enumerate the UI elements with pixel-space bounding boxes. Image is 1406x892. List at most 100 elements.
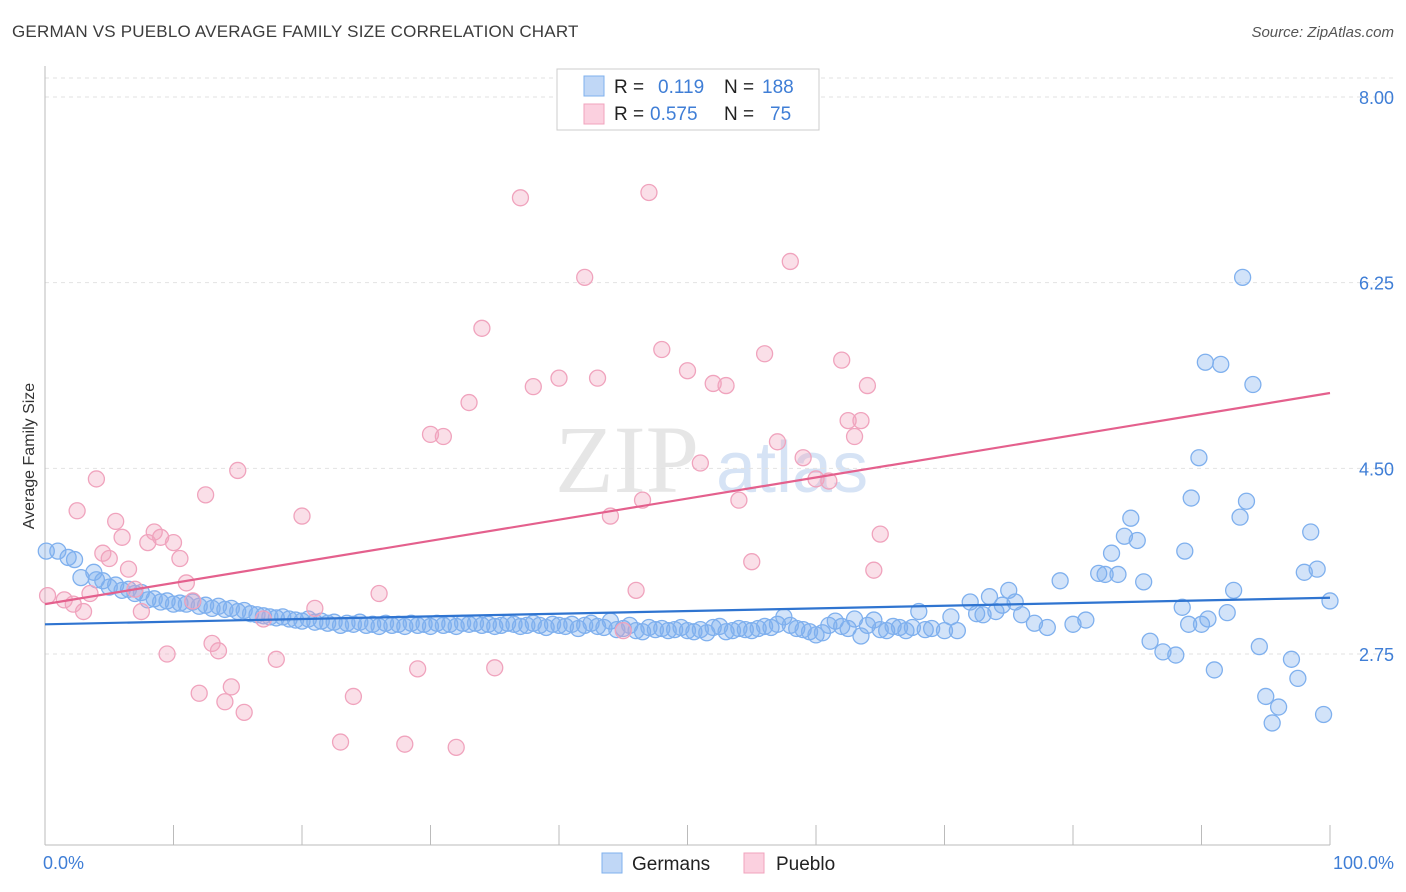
pueblo-point <box>434 427 453 446</box>
germans-point <box>974 606 992 624</box>
pueblo-point <box>216 693 234 711</box>
germans-point <box>1199 610 1217 628</box>
germans-point <box>216 600 234 619</box>
germans-point <box>1167 646 1185 664</box>
pueblo-swatch <box>583 103 605 125</box>
germans-point <box>659 622 677 640</box>
pueblo-point <box>293 507 311 525</box>
germans-point <box>1231 508 1249 526</box>
germans-point <box>704 618 722 637</box>
germans-point <box>755 617 774 636</box>
pueblo-point <box>190 684 208 702</box>
germans-point <box>678 622 697 640</box>
germans-point <box>595 618 613 637</box>
germans-point <box>543 615 562 633</box>
germans-point <box>1064 615 1082 633</box>
pueblo-point <box>370 584 388 603</box>
germans-point <box>151 593 170 611</box>
germans-point <box>640 618 658 637</box>
pueblo-point <box>209 642 228 660</box>
pueblo-point <box>164 533 183 552</box>
pueblo-point <box>858 376 877 395</box>
germans-point <box>903 618 922 637</box>
germans-point <box>1269 698 1288 716</box>
series-legend: Germans Pueblo <box>601 852 835 875</box>
germans-point <box>1282 650 1301 668</box>
germans-point <box>685 623 703 641</box>
grid-lines <box>45 77 1394 655</box>
pueblo-point <box>755 345 774 363</box>
germans-point <box>100 578 118 596</box>
pueblo-point <box>524 377 542 396</box>
pueblo-point <box>730 491 748 509</box>
chart-title: GERMAN VS PUEBLO AVERAGE FAMILY SIZE COR… <box>12 22 579 41</box>
legend-pueblo-label: Pueblo <box>776 854 835 875</box>
germans-point <box>94 572 112 590</box>
germans-point <box>486 617 504 636</box>
pueblo-point <box>794 449 812 467</box>
legend-r-label-1: R = <box>614 77 644 98</box>
germans-point <box>1295 563 1313 581</box>
germans-point <box>364 615 382 633</box>
germans-point <box>1196 353 1215 371</box>
pueblo-point <box>588 369 607 387</box>
x-tick-min: 0.0% <box>43 853 84 873</box>
germans-point <box>839 619 857 638</box>
germans-point <box>788 619 806 638</box>
pueblo-point <box>633 491 652 509</box>
germans-point <box>1263 714 1281 732</box>
pueblo-point <box>653 340 671 359</box>
pueblo-point <box>743 553 761 571</box>
pueblo-point <box>184 592 202 610</box>
germans-point <box>1176 542 1194 560</box>
germans-point <box>1218 603 1236 622</box>
pueblo-point <box>158 645 176 663</box>
germans-point <box>1314 705 1333 724</box>
pueblo-point <box>447 738 465 757</box>
pueblo-point <box>781 252 799 271</box>
pueblo-point <box>171 549 189 568</box>
germans-point <box>1154 643 1172 661</box>
germans-point <box>1289 669 1307 688</box>
correlation-legend: R = 0.119 N = 188 R = 0.575 N = 75 <box>556 68 820 131</box>
germans-point <box>531 616 549 635</box>
germans-point <box>65 550 84 569</box>
germans-point <box>807 626 825 644</box>
germans-point <box>576 616 594 635</box>
germans-point <box>1244 375 1262 394</box>
pueblo-point <box>839 411 857 430</box>
pueblo-point <box>421 425 440 444</box>
pueblo-point <box>331 733 350 751</box>
germans-point <box>518 616 536 635</box>
pueblo-trend-line <box>44 391 1331 606</box>
y-tick-label: 6.25 <box>1359 274 1394 294</box>
germans-point <box>749 619 767 638</box>
y-axis-label: Average Family Size <box>21 383 38 530</box>
germans-point <box>59 548 77 567</box>
pueblo-point <box>768 433 787 451</box>
germans-point <box>293 612 311 630</box>
germans-point <box>1115 527 1134 545</box>
germans-point <box>402 614 420 632</box>
pueblo-point <box>81 584 99 603</box>
germans-point <box>376 614 395 632</box>
pueblo-point <box>229 461 247 480</box>
y-tick-label: 2.75 <box>1359 645 1394 665</box>
germans-point <box>1233 268 1252 287</box>
pueblo-point <box>852 411 870 430</box>
germans-point <box>1224 581 1243 599</box>
germans-point <box>171 594 189 612</box>
watermark-zip: ZIP <box>555 406 699 513</box>
germans-point <box>434 616 453 635</box>
pueblo-point <box>865 561 883 579</box>
germans-point <box>588 617 607 636</box>
germans-point <box>164 595 183 613</box>
germans-point <box>987 602 1005 621</box>
germans-point <box>717 623 735 641</box>
germans-point <box>274 608 292 626</box>
y-tick-label: 4.50 <box>1359 459 1394 479</box>
pueblo-point <box>627 581 645 599</box>
germans-point <box>1308 560 1326 578</box>
germans-point <box>511 617 530 636</box>
germans-point <box>1012 606 1031 624</box>
